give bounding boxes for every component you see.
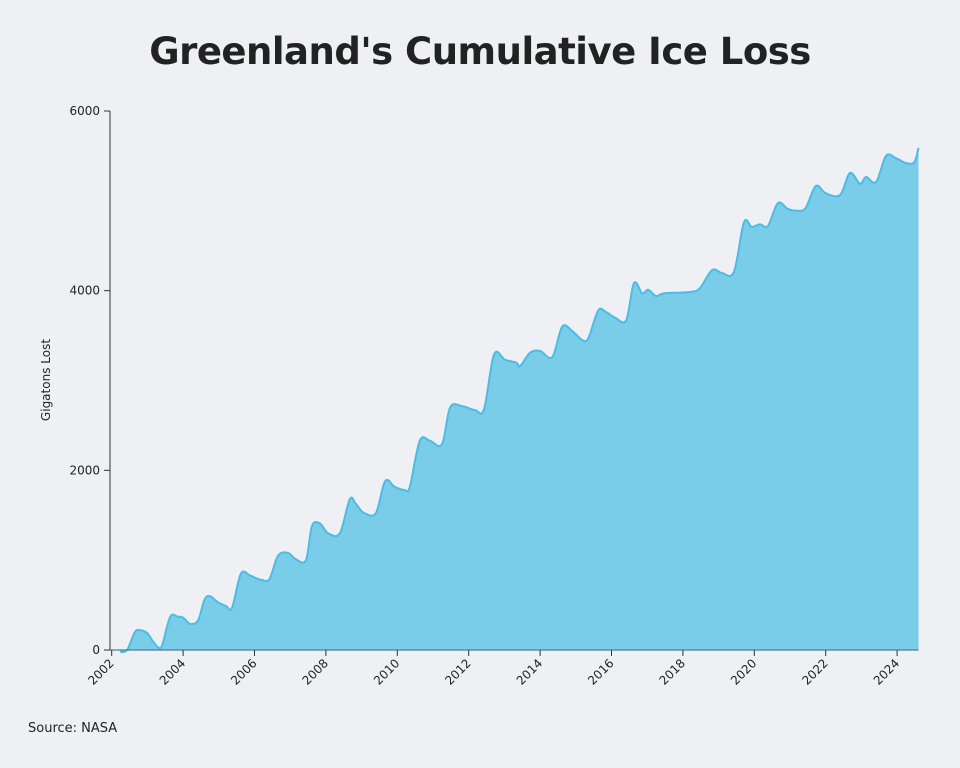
x-tick-label: 2014: [514, 656, 545, 687]
x-tick-label: 2006: [228, 656, 259, 687]
x-tick-label: 2020: [728, 656, 759, 687]
y-axis-label: Gigatons Lost: [39, 339, 53, 421]
y-tick-label: 2000: [69, 463, 100, 477]
x-tick-label: 2004: [157, 656, 188, 687]
y-tick-label: 0: [92, 643, 100, 657]
y-tick-label: 6000: [69, 104, 100, 118]
x-tick-label: 2022: [799, 656, 830, 687]
x-tick-label: 2016: [585, 656, 616, 687]
y-tick-label: 4000: [69, 284, 100, 298]
x-tick-label: 2002: [85, 656, 116, 687]
x-tick-label: 2008: [300, 656, 331, 687]
x-tick-label: 2024: [871, 656, 902, 687]
area-fill: [119, 147, 919, 653]
source-note: Source: NASA: [28, 721, 118, 736]
chart-title: Greenland's Cumulative Ice Loss: [149, 30, 811, 73]
x-tick-label: 2018: [657, 656, 688, 687]
series-line: [119, 147, 920, 654]
x-tick-label: 2012: [442, 656, 473, 687]
x-tick-label: 2010: [371, 656, 402, 687]
